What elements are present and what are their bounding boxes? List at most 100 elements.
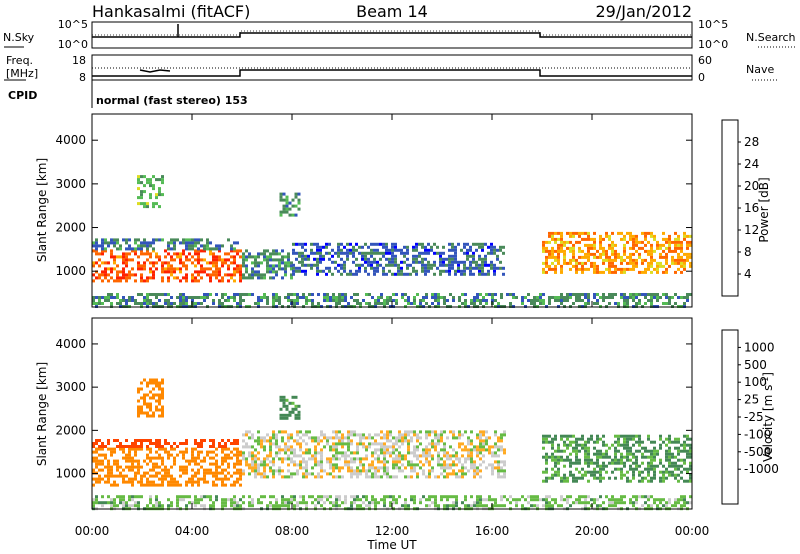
- velocity-echo-cell: [542, 498, 545, 502]
- power-echo-cell: [521, 299, 524, 302]
- power-echo-cell: [334, 266, 337, 270]
- velocity-echo-cell: [317, 475, 320, 479]
- velocity-echo-cell: [470, 454, 473, 458]
- velocity-echo-cell: [155, 439, 158, 442]
- velocity-echo-cell: [503, 451, 506, 455]
- velocity-echo-cell: [104, 501, 107, 505]
- power-echo-cell: [134, 247, 137, 251]
- velocity-echo-cell: [584, 498, 587, 502]
- power-echo-cell: [391, 248, 394, 252]
- velocity-echo-cell: [635, 464, 638, 468]
- velocity-echo-cell: [314, 445, 317, 449]
- power-echo-cell: [182, 238, 185, 242]
- velocity-echo-cell: [482, 433, 485, 437]
- power-echo-cell: [451, 257, 454, 261]
- velocity-echo-cell: [392, 466, 395, 470]
- power-echo-cell: [668, 264, 671, 268]
- velocity-echo-cell: [683, 467, 686, 471]
- velocity-echo-cell: [581, 437, 584, 441]
- power-echo-cell: [95, 276, 98, 280]
- velocity-echo-cell: [299, 454, 302, 458]
- power-echo-cell: [478, 254, 481, 258]
- velocity-echo-cell: [545, 495, 548, 499]
- velocity-echo-cell: [392, 451, 395, 455]
- power-echo-cell: [478, 266, 481, 270]
- velocity-echo-cell: [662, 479, 665, 483]
- velocity-echo-cell: [479, 430, 482, 434]
- velocity-echo-cell: [302, 495, 305, 499]
- power-echo-cell: [665, 270, 668, 274]
- velocity-echo-cell: [419, 460, 422, 464]
- velocity-echo-cell: [686, 437, 689, 441]
- power-echo-cell: [364, 254, 367, 258]
- velocity-echo-cell: [383, 436, 386, 440]
- velocity-echo-cell: [362, 466, 365, 470]
- velocity-echo-cell: [629, 458, 632, 462]
- power-echo-cell: [391, 251, 394, 255]
- velocity-echo-cell: [473, 504, 476, 508]
- velocity-echo-cell: [449, 445, 452, 449]
- velocity-echo-cell: [647, 479, 650, 483]
- velocity-echo-cell: [611, 461, 614, 465]
- power-echo-cell: [131, 267, 134, 271]
- velocity-echo-cell: [179, 468, 182, 472]
- velocity-echo-cell: [305, 475, 308, 479]
- velocity-echo-cell: [314, 439, 317, 443]
- power-echo-cell: [403, 245, 406, 249]
- velocity-echo-cell: [269, 504, 272, 508]
- velocity-echo-cell: [230, 504, 233, 508]
- power-echo-cell: [215, 270, 218, 274]
- power-echo-cell: [152, 261, 155, 265]
- velocity-echo-cell: [290, 495, 293, 499]
- power-echo-cell: [677, 267, 680, 271]
- power-echo-cell: [209, 293, 212, 296]
- velocity-echo-cell: [419, 430, 422, 434]
- power-echo-cell: [212, 252, 215, 256]
- velocity-echo-cell: [98, 447, 101, 451]
- velocity-echo-cell: [338, 430, 341, 434]
- velocity-echo-cell: [443, 469, 446, 473]
- velocity-echo-cell: [632, 443, 635, 447]
- power-echo-cell: [424, 269, 427, 273]
- power-echo-cell: [452, 299, 455, 302]
- velocity-colorbar-tick-label: -25: [744, 410, 764, 424]
- power-echo-cell: [412, 245, 415, 249]
- power-echo-cell: [95, 247, 98, 251]
- power-echo-cell: [164, 255, 167, 259]
- velocity-echo-cell: [452, 504, 455, 508]
- power-echo-cell: [191, 296, 194, 299]
- velocity-echo-cell: [209, 504, 212, 508]
- power-echo-cell: [680, 258, 683, 262]
- power-echo-cell: [389, 296, 392, 299]
- velocity-echo-cell: [500, 445, 503, 449]
- velocity-echo-cell: [248, 445, 251, 449]
- power-echo-cell: [593, 246, 596, 250]
- power-echo-cell: [476, 299, 479, 302]
- velocity-echo-cell: [650, 455, 653, 459]
- velocity-echo-cell: [467, 454, 470, 458]
- velocity-echo-cell: [143, 402, 146, 406]
- velocity-echo-cell: [410, 460, 413, 464]
- nsky-tick-top: 10^5: [58, 18, 88, 31]
- velocity-echo-cell: [635, 455, 638, 459]
- velocity-echo-cell: [371, 451, 374, 455]
- velocity-echo-cell: [134, 471, 137, 475]
- velocity-echo-cell: [365, 504, 368, 508]
- velocity-echo-cell: [602, 467, 605, 471]
- power-ytick-label: 4000: [55, 133, 86, 147]
- power-echo-cell: [344, 299, 347, 302]
- velocity-echo-cell: [119, 442, 122, 445]
- velocity-echo-cell: [464, 504, 467, 508]
- power-echo-cell: [680, 240, 683, 244]
- velocity-echo-cell: [569, 504, 572, 508]
- power-echo-cell: [227, 279, 230, 283]
- velocity-echo-cell: [683, 449, 686, 453]
- velocity-echo-cell: [251, 504, 254, 508]
- velocity-echo-cell: [291, 395, 295, 399]
- velocity-echo-cell: [245, 430, 248, 434]
- power-echo-cell: [227, 238, 230, 242]
- velocity-echo-cell: [128, 450, 131, 454]
- velocity-echo-cell: [263, 448, 266, 452]
- velocity-echo-cell: [215, 447, 218, 451]
- power-echo-cell: [116, 302, 119, 305]
